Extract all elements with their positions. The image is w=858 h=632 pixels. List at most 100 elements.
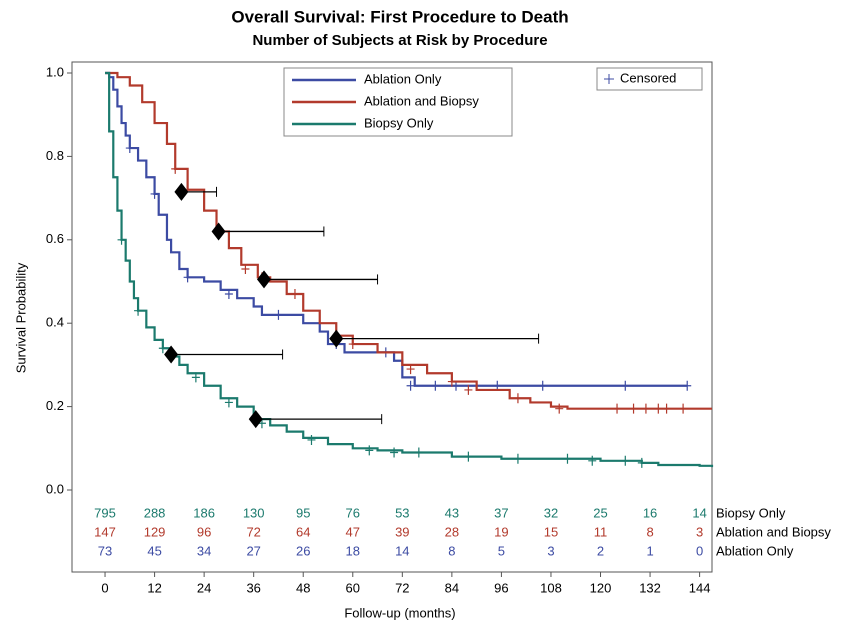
censor-mark <box>431 380 440 391</box>
censor-mark <box>158 343 167 354</box>
legend-label: Ablation and Biopsy <box>364 93 479 108</box>
at-risk-count: 25 <box>593 505 607 520</box>
at-risk-count: 32 <box>544 505 558 520</box>
at-risk-count: 8 <box>646 524 653 539</box>
at-risk-count: 34 <box>197 543 211 558</box>
y-tick-label: 0.4 <box>46 315 64 330</box>
at-risk-count: 73 <box>98 543 112 558</box>
censor-mark <box>183 272 192 283</box>
median-marker <box>248 410 263 429</box>
at-risk-count: 18 <box>346 543 360 558</box>
at-risk-count: 2 <box>597 543 604 558</box>
at-risk-count: 3 <box>696 524 703 539</box>
x-tick-label: 96 <box>494 580 508 595</box>
censor-mark <box>150 188 159 199</box>
at-risk-count: 72 <box>246 524 260 539</box>
censor-mark <box>365 445 374 456</box>
censor-mark <box>555 403 564 414</box>
censor-mark <box>679 403 688 414</box>
x-tick-label: 84 <box>445 580 459 595</box>
censored-legend <box>596 67 703 91</box>
x-tick-label: 120 <box>590 580 612 595</box>
censor-mark <box>637 457 646 468</box>
censor-mark <box>241 263 250 274</box>
at-risk-count: 26 <box>296 543 310 558</box>
at-risk-count: 129 <box>144 524 166 539</box>
censor-mark <box>621 455 630 466</box>
at-risk-count: 53 <box>395 505 409 520</box>
censor-mark <box>447 376 456 387</box>
median-marker <box>257 270 271 289</box>
censor-mark <box>563 453 572 464</box>
censor-mark <box>191 372 200 383</box>
y-tick-label: 0.6 <box>46 231 64 246</box>
censor-mark <box>683 380 692 391</box>
at-risk-count: 43 <box>445 505 459 520</box>
censor-mark <box>654 403 663 414</box>
plot-frame <box>71 61 713 573</box>
median-marker <box>329 329 344 348</box>
censor-mark <box>171 163 180 174</box>
at-risk-count: 19 <box>494 524 508 539</box>
y-tick-label: 0.8 <box>46 148 64 163</box>
at-risk-count: 64 <box>296 524 310 539</box>
y-tick-label: 0.0 <box>46 481 64 496</box>
at-risk-count: 147 <box>94 524 116 539</box>
chart-subtitle: Number of Subjects at Risk by Procedure <box>252 32 547 49</box>
at-risk-count: 45 <box>147 543 161 558</box>
at-risk-count: 28 <box>445 524 459 539</box>
censor-mark <box>125 143 134 154</box>
censor-mark <box>307 434 316 445</box>
at-risk-count: 96 <box>197 524 211 539</box>
x-tick-label: 12 <box>147 580 161 595</box>
censor-mark <box>464 451 473 462</box>
censor-mark <box>629 403 638 414</box>
median-marker <box>211 222 226 241</box>
at-risk-count: 3 <box>547 543 554 558</box>
censor-mark <box>613 403 622 414</box>
censor-mark <box>662 403 671 414</box>
y-tick-label: 1.0 <box>46 64 64 79</box>
censor-mark <box>406 364 415 375</box>
survival-curve <box>105 71 712 410</box>
censor-mark <box>464 384 473 395</box>
censor-mark <box>621 380 630 391</box>
survival-curve <box>105 71 714 468</box>
median-marker <box>164 345 179 364</box>
censor-mark <box>588 455 597 466</box>
censor-mark <box>538 380 547 391</box>
at-risk-count: 95 <box>296 505 310 520</box>
at-risk-count: 288 <box>144 505 166 520</box>
at-risk-count: 795 <box>94 505 116 520</box>
censor-mark <box>134 305 143 316</box>
at-risk-count: 186 <box>193 505 215 520</box>
x-tick-label: 72 <box>395 580 409 595</box>
censor-mark <box>117 234 126 245</box>
x-tick-label: 132 <box>639 580 661 595</box>
at-risk-label: Ablation Only <box>716 543 794 558</box>
censor-mark <box>224 397 233 408</box>
censor-mark <box>290 289 299 300</box>
censor-mark <box>224 289 233 300</box>
x-tick-label: 108 <box>540 580 562 595</box>
at-risk-count: 14 <box>692 505 706 520</box>
censor-mark <box>641 403 650 414</box>
at-risk-count: 14 <box>395 543 409 558</box>
x-tick-label: 144 <box>689 580 711 595</box>
at-risk-label: Ablation and Biopsy <box>716 524 831 539</box>
at-risk-count: 11 <box>594 524 608 539</box>
at-risk-count: 39 <box>395 524 409 539</box>
censor-mark <box>390 447 399 458</box>
x-tick-label: 24 <box>197 580 211 595</box>
x-tick-label: 0 <box>101 580 108 595</box>
at-risk-count: 5 <box>498 543 505 558</box>
x-tick-label: 48 <box>296 580 310 595</box>
at-risk-count: 15 <box>544 524 558 539</box>
at-risk-count: 76 <box>346 505 360 520</box>
median-marker <box>174 182 189 201</box>
y-axis-label: Survival Probability <box>13 262 28 373</box>
censor-mark <box>274 309 283 320</box>
at-risk-count: 27 <box>246 543 260 558</box>
x-tick-label: 60 <box>346 580 360 595</box>
